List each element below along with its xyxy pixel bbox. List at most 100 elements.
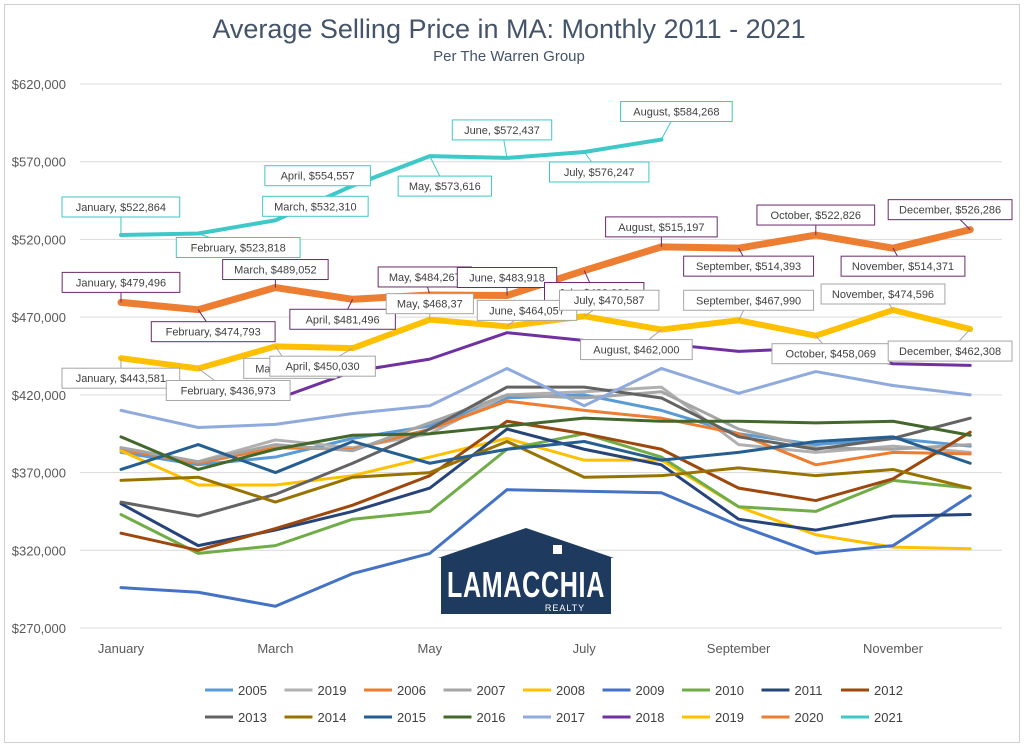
data-label-box [559,289,660,311]
data-label: January, $522,864 [61,196,181,235]
data-label-box [456,267,558,289]
data-label-text: August, $515,197 [618,222,704,234]
data-label-box [175,236,301,258]
data-label-box [840,255,966,277]
data-label-box [887,340,1013,362]
data-label: January, $443,581 [61,358,181,389]
legend-label: 2017 [556,710,585,725]
data-label-text: July, $470,587 [574,295,645,307]
x-tick-label: July [573,641,597,656]
data-label: October, $522,826 [756,204,876,236]
logo-wordmark: LAMACCHIA [447,564,605,605]
legend-label: 2006 [397,683,426,698]
legend-item: 2006 [364,683,426,698]
legend-item: 2014 [284,710,347,725]
data-label-text: January, $479,496 [76,277,166,289]
legend-item: 2007 [443,683,506,698]
x-axis: January March May July September November [98,641,924,656]
data-label-box [289,308,396,330]
legend-item: 2008 [523,683,585,698]
data-label: February, $474,793 [150,309,276,343]
series-line-2010 [119,432,972,555]
data-label: December, $526,286 [887,199,1013,231]
legend-item: 2019 [284,683,346,698]
data-label: October, $458,069 [771,335,891,365]
series-line-2012 [119,419,972,552]
series-line-2008 [119,436,972,551]
legend-item: 2020 [761,710,824,725]
data-label-box [61,271,181,293]
y-tick-label: $420,000 [12,388,66,403]
data-label-text: August, $462,000 [593,345,679,357]
legend-label: 2019 [715,710,744,725]
data-label-text: June, $483,918 [469,273,545,285]
data-label: January, $479,496 [61,271,181,303]
data-label: July, $470,587 [559,289,660,317]
legend-item: 2010 [682,683,744,698]
lamacchia-logo: LAMACCHIA REALTY [438,528,614,614]
data-label: November, $514,371 [840,247,966,277]
legend-item: 2017 [523,710,585,725]
legend-item: 2021 [841,710,903,725]
data-label-box [397,175,492,197]
data-label: March, $532,310 [262,195,369,221]
legend-item: 2018 [602,710,664,725]
series-line-2006 [119,399,972,467]
x-tick-label: March [257,641,293,656]
data-label: August, $584,268 [620,101,733,140]
data-label-text: November, $474,596 [832,289,934,301]
y-tick-label: $520,000 [12,232,66,247]
data-label-text: July, $576,247 [564,167,635,179]
legend-label: 2020 [795,710,824,725]
logo-roof-icon [438,528,614,558]
data-label: February, $436,973 [165,368,291,401]
data-label-text: May, $573,616 [409,181,481,193]
data-label: June, $572,437 [451,119,553,159]
data-label: April, $554,557 [264,165,371,187]
legend-label: 2011 [795,683,823,698]
y-tick-label: $320,000 [12,543,66,558]
legend-label: 2007 [477,683,506,698]
legend-item: 2016 [443,710,505,725]
data-label-text: February, $474,793 [166,327,261,339]
data-label-text: April, $450,030 [286,361,360,373]
legend-label: 2010 [715,683,744,698]
data-label-box [887,199,1013,221]
data-label-box [61,196,181,218]
data-label-box [580,339,693,361]
legend-label: 2005 [238,683,267,698]
data-label-box [451,119,553,141]
data-label: March, $489,052 [222,259,329,288]
data-label: December, $462,308 [887,328,1013,362]
series-line-2019 [119,385,972,464]
data-label-text: April, $554,557 [281,171,355,183]
data-label-text: December, $526,286 [899,205,1001,217]
y-tick-label: $270,000 [12,621,66,636]
data-label: April, $481,496 [289,299,396,330]
data-label-box [683,255,815,277]
legend-item: 2019 [682,710,744,725]
data-label-box [549,161,650,183]
data-label: August, $462,000 [580,329,693,361]
data-label: June, $483,918 [456,267,558,296]
data-label: June, $464,057 [476,299,578,327]
legend-item: 2009 [602,683,665,698]
data-label-text: September, $514,393 [696,261,801,273]
legend-label: 2009 [636,683,665,698]
y-tick-label: $620,000 [12,77,66,92]
y-tick-label: $370,000 [12,466,66,481]
x-tick-label: November [863,641,924,656]
data-label-box [620,101,733,123]
data-label-box [683,289,815,311]
data-label-text: March, $532,310 [274,201,357,213]
legend-label: 2014 [318,710,347,725]
data-label-text: October, $522,826 [771,210,862,222]
legend-label: 2012 [874,683,903,698]
legend-label: 2015 [397,710,426,725]
series-line-2019 [118,306,974,372]
data-label-text: February, $523,818 [191,242,286,254]
data-label-text: March, $489,052 [234,265,317,277]
data-label: November, $474,596 [820,283,946,311]
logo-window-icon [553,545,562,554]
